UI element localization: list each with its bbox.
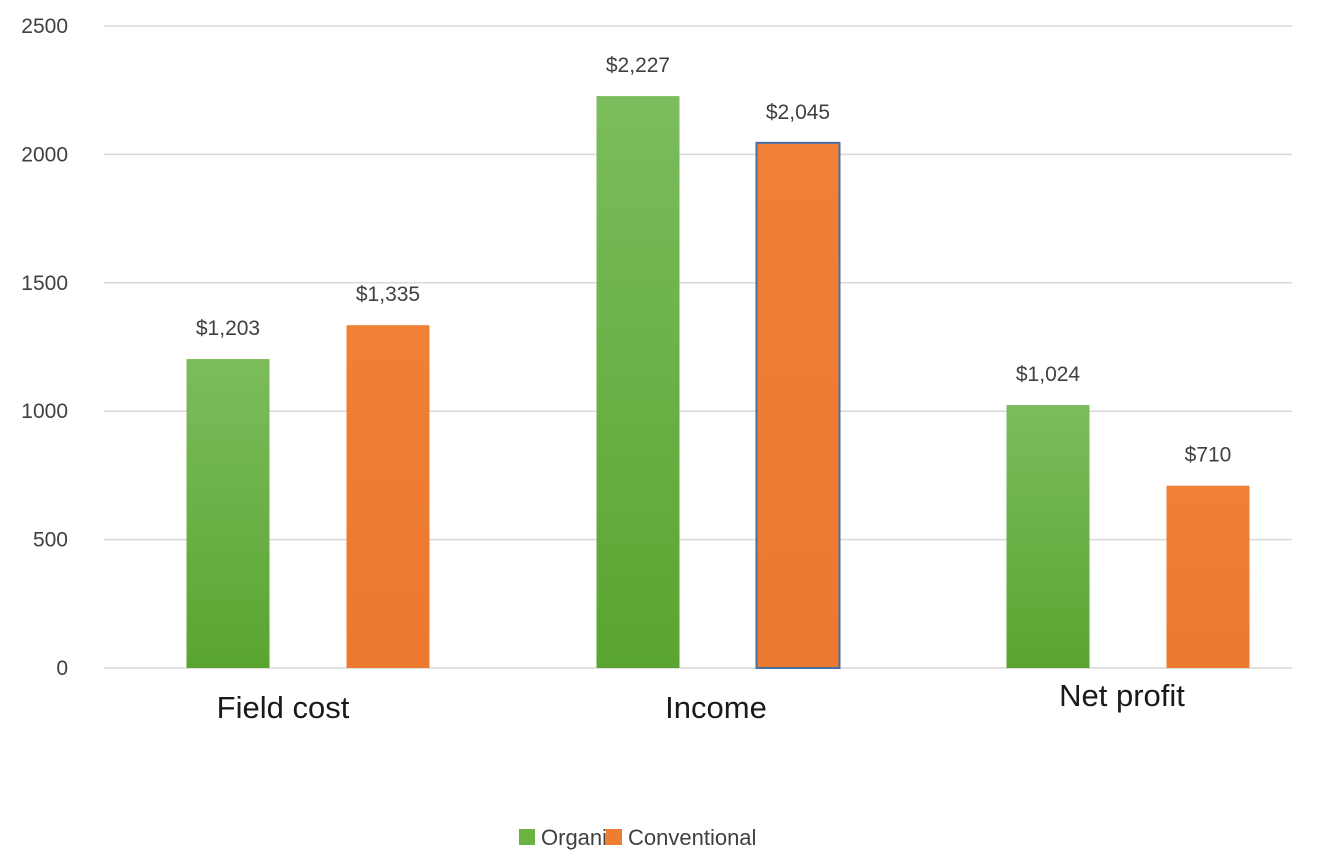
data-labels: $1,203 $1,335 $2,227 $2,045 $1,024 $710 xyxy=(196,54,1231,467)
y-tick-label: 0 xyxy=(56,657,68,680)
legend-swatch-organic xyxy=(519,829,535,845)
y-tick-label: 2000 xyxy=(21,143,68,166)
legend: Organic Conventional xyxy=(519,825,756,850)
x-category-label: Income xyxy=(665,690,767,725)
y-tick-label: 1500 xyxy=(21,272,68,295)
bar-conventional-income xyxy=(755,141,841,669)
bar-organic-net-profit xyxy=(1006,405,1090,668)
data-label: $2,045 xyxy=(766,101,830,124)
data-label: $2,227 xyxy=(606,54,670,77)
legend-label-conventional: Conventional xyxy=(628,825,756,850)
gridlines xyxy=(104,25,1292,669)
data-label: $1,024 xyxy=(1016,363,1081,386)
y-axis-tick-labels: 0 500 1000 1500 2000 2500 xyxy=(21,15,68,680)
bar-conventional-field-cost xyxy=(346,325,430,668)
y-tick-label: 1000 xyxy=(21,400,68,423)
y-tick-label: 500 xyxy=(33,529,68,552)
bars xyxy=(186,96,1250,669)
data-label: $1,203 xyxy=(196,317,260,340)
bar-organic-income xyxy=(596,96,680,669)
bar-conventional-net-profit xyxy=(1166,485,1250,668)
x-category-label: Field cost xyxy=(217,690,350,725)
x-axis-category-labels: Field cost Income Net profit xyxy=(217,678,1186,725)
x-category-label: Net profit xyxy=(1059,678,1185,713)
bar-organic-field-cost xyxy=(186,359,270,668)
legend-label-organic: Organic xyxy=(541,825,618,850)
data-label: $710 xyxy=(1185,444,1232,467)
y-tick-label: 2500 xyxy=(21,15,68,38)
data-label: $1,335 xyxy=(356,283,420,306)
legend-swatch-conventional xyxy=(606,829,622,845)
